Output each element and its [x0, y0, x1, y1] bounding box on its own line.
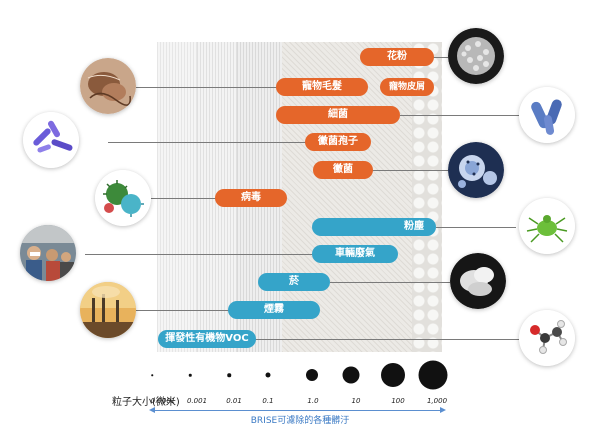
filter-caption: BRISE可濾除的各種髒汙: [250, 416, 350, 424]
leader-line-pet-hair: [113, 87, 281, 88]
pill-bacteria: 細菌: [276, 106, 400, 124]
tick-label: 1,000: [426, 397, 448, 405]
leader-line-virus: [150, 198, 220, 199]
size-dot-1000: [418, 360, 448, 390]
pill-pollen: 花粉: [360, 48, 434, 66]
pill-mold-spores: 黴菌孢子: [305, 133, 371, 151]
tick-label: 0.01: [226, 397, 242, 405]
leader-line-smog: [108, 310, 233, 311]
leader-line-exhaust: [85, 254, 315, 255]
scale-title: 粒子大小(微米): [112, 397, 180, 408]
size-dot-0.001: [188, 373, 192, 377]
pill-mold: 黴菌: [313, 161, 373, 179]
arrow-left-icon: [149, 407, 155, 413]
smoke-image: [450, 253, 506, 309]
tick-label: 10: [351, 397, 361, 405]
pill-virus: 病毒: [215, 189, 287, 207]
leader-line-dust: [436, 227, 516, 228]
tick-label: 0.001: [186, 397, 208, 405]
bacteria-rods-image: [23, 112, 79, 168]
size-dot-0.0001: [151, 374, 153, 376]
pill-dust: 粉塵: [312, 218, 436, 236]
range-arrow-line: [153, 410, 441, 411]
size-dot-0.1: [265, 372, 271, 378]
leader-line-rods: [108, 142, 308, 143]
leader-line-bacteria: [400, 115, 520, 116]
mold-image: [448, 142, 504, 198]
tick-label: 100: [391, 397, 405, 405]
leader-line-mold: [372, 170, 462, 171]
arrow-right-icon: [440, 407, 446, 413]
pollen-image: [448, 28, 504, 84]
molecule-image: [519, 310, 575, 366]
tick-label: 0.1: [262, 397, 274, 405]
size-dot-10: [342, 366, 360, 384]
dust-mite-image: [519, 198, 575, 254]
tick-label: 1.0: [307, 397, 319, 405]
smog-factory-image: [80, 282, 136, 338]
tick-label: 0.0001: [150, 397, 176, 405]
pill-smog: 煙霧: [228, 301, 320, 319]
leader-line-voc: [255, 339, 520, 340]
pet-hair-image: [80, 58, 136, 114]
bacteria-image: [519, 87, 575, 143]
pill-voc: 揮發性有機物VOC: [158, 330, 256, 348]
leader-line-pollen: [432, 57, 462, 58]
pill-pet-hair: 寵物毛髮: [276, 78, 368, 96]
size-dot-100: [381, 363, 405, 387]
pill-pet-dander: 寵物皮屑: [380, 78, 434, 96]
virus-image: [95, 170, 151, 226]
traffic-crowd-image: [20, 225, 76, 281]
size-dot-0.01: [227, 373, 231, 377]
filter-zone-1: [157, 42, 197, 352]
pill-vehicle-exhaust: 車輛廢氣: [312, 245, 398, 263]
leader-line-smoke: [330, 282, 460, 283]
size-dot-1: [306, 369, 318, 381]
pill-smoke: 菸: [258, 273, 330, 291]
